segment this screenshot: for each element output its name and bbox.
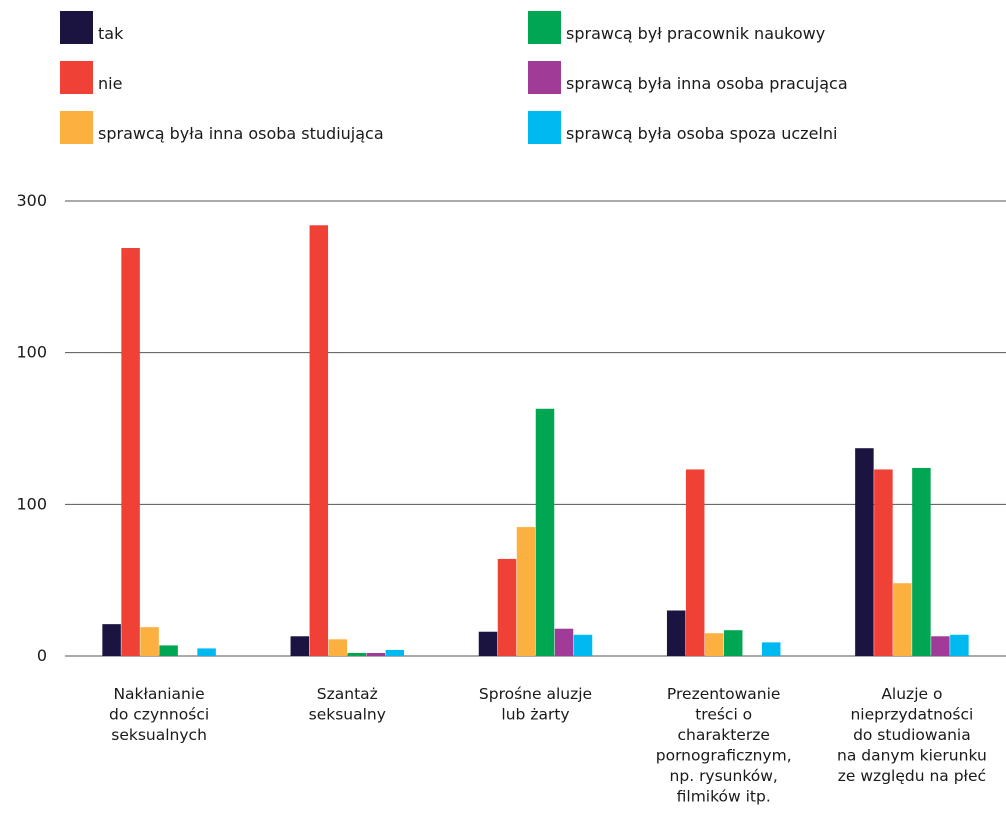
legend-label: tak <box>98 24 124 43</box>
bar <box>366 652 386 656</box>
bar <box>497 558 517 656</box>
bar <box>121 248 140 656</box>
bar <box>573 634 593 656</box>
x-category-label: Sprośne aluzje lub żarty <box>479 685 592 724</box>
legend-label: sprawcą był pracownik naukowy <box>566 24 825 43</box>
y-tick-label: 0 <box>37 646 47 665</box>
bar <box>516 527 536 656</box>
legend-item: nie <box>60 61 122 94</box>
bar <box>931 636 950 656</box>
bar <box>666 610 686 656</box>
bar <box>893 583 912 656</box>
x-category-label: Szantaż seksualny <box>309 685 386 724</box>
x-category-label: Prezentowanie treści o charakterze pornogra… <box>656 685 792 806</box>
legend-swatch <box>60 111 93 144</box>
bar <box>140 627 159 656</box>
bar <box>385 649 405 656</box>
bar <box>159 645 178 656</box>
bar <box>478 631 498 656</box>
bar <box>290 636 310 656</box>
legend-swatch <box>528 111 561 144</box>
legend-item: sprawcą był pracownik naukowy <box>528 11 825 44</box>
bar <box>950 634 969 656</box>
bar <box>855 448 874 656</box>
bar <box>685 469 705 656</box>
legend-swatch <box>60 61 93 94</box>
y-tick-label: 100 <box>16 494 47 513</box>
legend-item: tak <box>60 11 124 44</box>
bar <box>347 652 367 656</box>
legend-label: nie <box>98 74 122 93</box>
bar <box>554 628 574 656</box>
bar <box>874 469 893 656</box>
bar <box>723 630 743 656</box>
y-tick-label: 100 <box>16 343 47 362</box>
bar <box>912 467 931 656</box>
bar <box>102 624 121 656</box>
legend-item: sprawcą była osoba spoza uczelni <box>528 111 837 144</box>
legend-swatch <box>528 61 561 94</box>
bar <box>535 408 555 656</box>
legend-swatch <box>60 11 93 44</box>
bar <box>309 225 329 656</box>
legend-label: sprawcą była osoba spoza uczelni <box>566 124 837 143</box>
legend-item: sprawcą była inna osoba pracująca <box>528 61 848 94</box>
x-category-label: Nakłanianie do czynności seksualnych <box>109 685 209 744</box>
bar <box>197 648 216 656</box>
legend-label: sprawcą była inna osoba studiująca <box>98 124 384 143</box>
legend-swatch <box>528 11 561 44</box>
bar <box>328 639 348 656</box>
bar <box>704 633 724 656</box>
y-tick-label: 300 <box>16 191 47 210</box>
x-category-label: Aluzje o nieprzydatności do studiowania na … <box>837 685 987 785</box>
legend-label: sprawcą była inna osoba pracująca <box>566 74 848 93</box>
legend-item: sprawcą była inna osoba studiująca <box>60 111 384 144</box>
bar <box>761 642 781 656</box>
